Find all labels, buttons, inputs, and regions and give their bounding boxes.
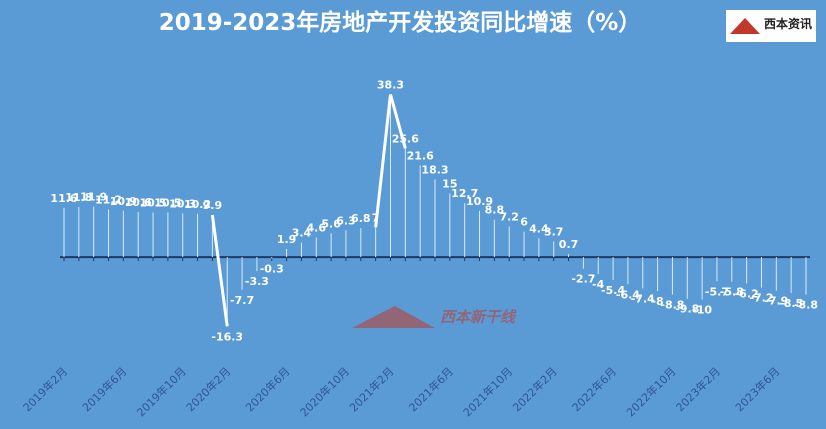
x-tick-label: 2020年2月 bbox=[183, 364, 233, 414]
value-label: -6.4 bbox=[616, 288, 640, 301]
value-label: 6 bbox=[520, 216, 528, 229]
value-label: 11.9 bbox=[80, 191, 107, 204]
value-label: -5.7 bbox=[705, 285, 729, 298]
value-label: 1.9 bbox=[277, 233, 297, 246]
value-label: 38.3 bbox=[377, 78, 404, 91]
logo-icon bbox=[730, 18, 760, 34]
value-label: -5.8 bbox=[720, 286, 744, 299]
chart-title: 2019-2023年房地产开发投资同比增速（%） bbox=[159, 9, 642, 36]
x-tick-label: 2023年2月 bbox=[673, 364, 723, 414]
value-label: -8.8 bbox=[794, 298, 818, 311]
value-label: -8 bbox=[651, 295, 663, 308]
value-label: 10.2 bbox=[184, 198, 211, 211]
x-tick-label: 2019年2月 bbox=[20, 364, 70, 414]
x-tick-label: 2021年2月 bbox=[346, 364, 396, 414]
value-label: -7.4 bbox=[631, 292, 655, 305]
value-label: 3.4 bbox=[292, 227, 312, 240]
value-label: 9.9 bbox=[203, 199, 223, 212]
value-label: 6.3 bbox=[336, 214, 356, 227]
x-tick-label: 2022年2月 bbox=[510, 364, 560, 414]
value-label: -3.3 bbox=[245, 275, 269, 288]
value-label: -7.9 bbox=[764, 295, 788, 308]
value-label: 11.8 bbox=[65, 191, 92, 204]
jump-line bbox=[210, 214, 229, 327]
value-label: 11.2 bbox=[95, 194, 122, 207]
logo: 西本资讯 bbox=[726, 10, 816, 42]
value-label: -0.3 bbox=[260, 262, 284, 275]
value-label: 8.8 bbox=[485, 204, 505, 217]
watermark-text: 西本新干线 bbox=[440, 308, 517, 326]
value-label: 4.6 bbox=[307, 222, 327, 235]
x-tick-label: 2022年6月 bbox=[569, 364, 619, 414]
value-label: 7.2 bbox=[499, 211, 519, 224]
value-label: 25.6 bbox=[392, 132, 419, 145]
x-tick-label: 2023年6月 bbox=[732, 364, 782, 414]
x-tick-label: 2021年6月 bbox=[406, 364, 456, 414]
value-label: -2.7 bbox=[571, 273, 595, 286]
value-label: 21.6 bbox=[407, 149, 434, 162]
value-label: 4.4 bbox=[529, 222, 549, 235]
value-label: 6.8 bbox=[351, 212, 371, 225]
value-label: 12.7 bbox=[451, 187, 478, 200]
x-tick-label: 2020年10月 bbox=[297, 364, 352, 419]
value-label: 10.6 bbox=[125, 196, 152, 209]
value-label: -16.3 bbox=[211, 330, 243, 343]
value-label: -5.4 bbox=[601, 284, 625, 297]
value-label: -7.2 bbox=[749, 292, 773, 305]
watermark-icon bbox=[352, 306, 435, 328]
value-label: 10.9 bbox=[466, 195, 493, 208]
x-tick-label: 2021年10月 bbox=[460, 364, 515, 419]
value-label: 10.3 bbox=[169, 197, 196, 210]
logo-text: 西本资讯 bbox=[764, 16, 812, 31]
value-label: 10.5 bbox=[154, 196, 181, 209]
value-label: 11.6 bbox=[50, 192, 77, 205]
value-label: -8.5 bbox=[779, 297, 803, 310]
value-label: 0.7 bbox=[559, 238, 579, 251]
x-tick-label: 2019年10月 bbox=[134, 364, 189, 419]
jump-line bbox=[389, 94, 407, 149]
value-label: -9.8 bbox=[675, 303, 699, 316]
x-tick-label: 2022年10月 bbox=[623, 364, 678, 419]
value-label: -6.2 bbox=[735, 287, 759, 300]
value-label: 10.5 bbox=[139, 196, 166, 209]
value-label: -7.7 bbox=[230, 294, 254, 307]
watermark: 西本新干线 bbox=[352, 306, 517, 328]
value-label: 3.7 bbox=[544, 225, 564, 238]
value-label: 18.3 bbox=[421, 163, 448, 176]
value-label: 5.6 bbox=[321, 217, 341, 230]
value-label: -8.8 bbox=[660, 298, 684, 311]
value-label: 15 bbox=[442, 177, 457, 190]
x-tick-label: 2019年6月 bbox=[79, 364, 129, 414]
x-tick-label: 2020年6月 bbox=[243, 364, 293, 414]
value-label: 10.9 bbox=[110, 195, 137, 208]
value-label: -4 bbox=[592, 278, 605, 291]
jump-line bbox=[374, 94, 392, 228]
value-label: -10 bbox=[692, 304, 712, 317]
